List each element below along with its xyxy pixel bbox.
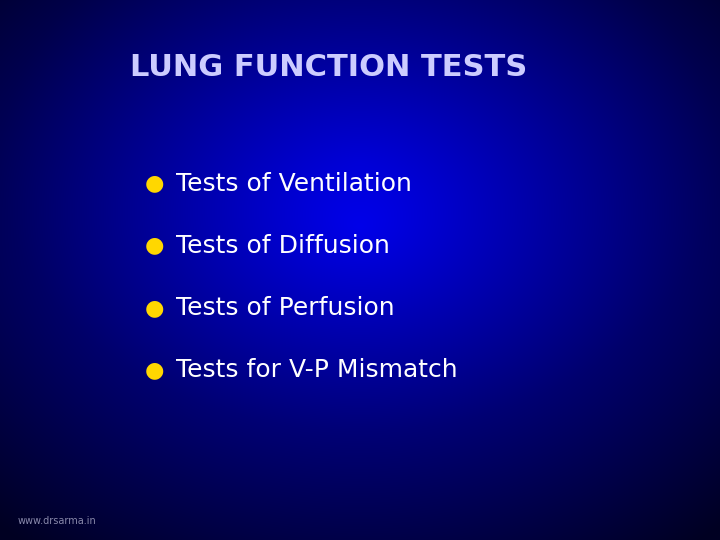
Text: Tests of Perfusion: Tests of Perfusion: [176, 296, 395, 320]
Text: LUNG FUNCTION TESTS: LUNG FUNCTION TESTS: [130, 53, 527, 82]
Text: ●: ●: [145, 173, 164, 194]
Text: Tests of Ventilation: Tests of Ventilation: [176, 172, 413, 195]
Text: Tests for V-P Mismatch: Tests for V-P Mismatch: [176, 358, 458, 382]
Text: www.drsarma.in: www.drsarma.in: [18, 516, 96, 526]
Text: ●: ●: [145, 298, 164, 318]
Text: ●: ●: [145, 235, 164, 256]
Text: ●: ●: [145, 360, 164, 380]
Text: Tests of Diffusion: Tests of Diffusion: [176, 234, 390, 258]
